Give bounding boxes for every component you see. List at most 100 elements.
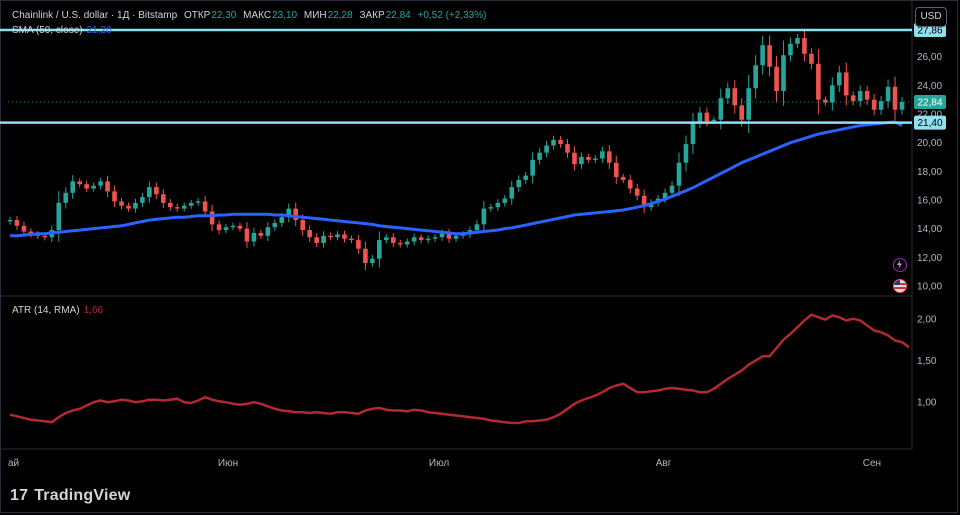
candle-body (119, 201, 124, 206)
candle-body (795, 38, 800, 44)
candle-body (349, 238, 354, 241)
candle-body (425, 238, 431, 241)
candle-body (446, 232, 452, 239)
candle-body (328, 235, 333, 238)
candle-body (418, 237, 424, 241)
time-tick-label: Авг (656, 458, 672, 469)
us-flag-icon[interactable] (893, 279, 907, 293)
candle-body (161, 194, 166, 203)
candle-body (830, 85, 835, 103)
high-value: 23,10 (272, 10, 298, 21)
candle-body (342, 234, 347, 239)
time-tick-label: ай (8, 458, 19, 469)
sma-legend[interactable]: SMA (50, close) 21,20 (12, 25, 112, 36)
candle-body (439, 232, 445, 238)
candle-body (816, 63, 821, 100)
candle-body (669, 185, 675, 193)
candle-body (21, 225, 27, 232)
candle-body (91, 185, 96, 189)
candle-body (356, 240, 361, 249)
candle-body (251, 232, 257, 242)
candle-body (14, 220, 20, 226)
candle-body (718, 98, 724, 120)
sma-label: SMA (50, close) (12, 25, 83, 36)
symbol-title[interactable]: Chainlink / U.S. dollar · 1Д · Bitstamp (12, 10, 178, 21)
candle-body (314, 237, 319, 243)
candle-body (397, 242, 403, 245)
time-tick-label: Июл (429, 458, 449, 469)
price-tick-label: 16,00 (917, 195, 942, 206)
candle-body (202, 201, 208, 212)
atr-tick-label: 1,00 (917, 398, 937, 409)
candle-body (572, 152, 577, 165)
candle-body (864, 91, 870, 100)
close-label: ЗАКР (359, 10, 385, 21)
tradingview-logo[interactable]: 17 TradingView (10, 487, 130, 505)
candle-body (188, 202, 194, 206)
candle-body (154, 187, 159, 195)
sma-line (10, 120, 903, 238)
open-value: 22,30 (211, 10, 237, 21)
atr-value: 1,66 (83, 305, 104, 316)
time-tick-label: Июн (218, 458, 238, 469)
tradingview-mark-icon: 17 (10, 487, 29, 504)
symbol-header: Chainlink / U.S. dollar · 1Д · Bitstamp … (12, 10, 490, 21)
candle-body (683, 144, 689, 163)
change-value: +0,52 (+2,33%) (417, 10, 487, 21)
candle-body (272, 222, 278, 228)
candle-body (586, 157, 591, 160)
candle-body (836, 72, 842, 86)
candle-body (885, 86, 891, 102)
candle-body (551, 139, 556, 146)
candle-body (133, 202, 138, 209)
candle-body (558, 139, 563, 145)
candle-body (809, 53, 814, 64)
candle-body (377, 240, 382, 259)
candle-body (286, 208, 292, 218)
atr-tick-label: 1,50 (917, 356, 937, 367)
candle-body (147, 187, 152, 198)
candle-body (878, 101, 884, 110)
candle-body (7, 220, 13, 222)
atr-tick-label: 2,00 (917, 314, 937, 325)
candle-body (565, 144, 570, 153)
candle-body (265, 227, 271, 236)
price-tick-label: 26,00 (917, 52, 942, 63)
candle-body (767, 45, 772, 67)
candle-body (258, 232, 264, 236)
candle-body (453, 235, 459, 239)
candle-body (77, 181, 82, 185)
candle-body (802, 38, 807, 54)
price-tick-label: 18,00 (917, 167, 942, 178)
candle-body (126, 205, 131, 209)
upper-level-tag: 27,86 (917, 26, 942, 37)
candle-body (620, 177, 626, 180)
candle-body (899, 101, 905, 110)
candle-body (502, 198, 508, 203)
candle-body (593, 158, 598, 160)
candle-body (384, 237, 389, 241)
close-value: 22,84 (385, 10, 411, 21)
candle-body (432, 237, 438, 239)
candle-body (112, 191, 117, 202)
open-label: ОТКР (183, 10, 211, 21)
candle-body (760, 45, 765, 66)
candle-body (613, 162, 619, 178)
lower-level-tag-bg (914, 115, 946, 130)
currency-button[interactable]: USD (915, 7, 947, 27)
atr-legend[interactable]: ATR (14, RMA) 1,66 (12, 305, 103, 316)
candle-body (753, 65, 758, 89)
lightning-icon[interactable] (893, 258, 907, 272)
candle-body (516, 179, 522, 188)
candle-body (481, 208, 487, 225)
candle-body (690, 122, 696, 145)
candle-body (843, 72, 849, 96)
candle-body (607, 151, 612, 163)
price-tick-label: 22,00 (917, 110, 942, 121)
candle-body (495, 202, 501, 208)
candle-body (279, 217, 285, 223)
candle-body (404, 241, 410, 245)
candle-body (167, 202, 173, 208)
